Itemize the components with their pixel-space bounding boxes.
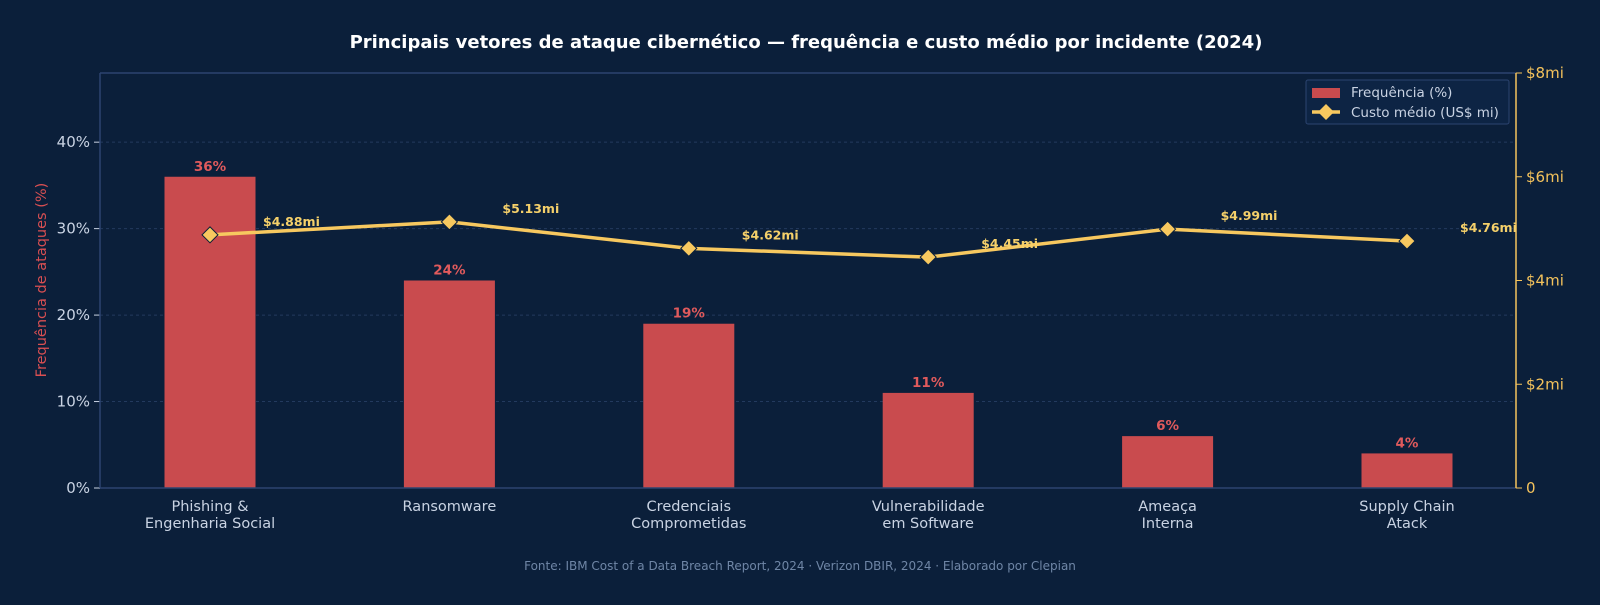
category-label-line: Supply Chain — [1359, 499, 1454, 515]
bar — [882, 392, 974, 488]
category-label-line: Atack — [1387, 516, 1428, 532]
y-tick-label: 40% — [57, 133, 90, 151]
cost-value-label: $5.13mi — [502, 201, 559, 216]
y2-tick-label: $8mi — [1526, 64, 1564, 82]
chart-title: Principais vetores de ataque cibernético… — [350, 32, 1263, 53]
y2-tick-label: $2mi — [1526, 375, 1564, 393]
category-label-line: em Software — [882, 516, 974, 532]
bar — [1361, 453, 1453, 488]
cost-value-label: $4.99mi — [1221, 208, 1278, 223]
category-label-line: Phishing & — [171, 499, 248, 515]
category-label-line: Engenharia Social — [145, 516, 275, 532]
y2-tick-label: $4mi — [1526, 272, 1564, 290]
axes — [94, 72, 1522, 489]
source-note: Fonte: IBM Cost of a Data Breach Report,… — [524, 559, 1076, 573]
y2-tick-label: 0 — [1526, 479, 1536, 497]
category-label-line: Ransomware — [403, 499, 497, 515]
tick-labels: 0% 10% 20% 30% 40% 0 $2mi $4mi $6mi $8mi — [57, 64, 1564, 497]
bar-value-label: 4% — [1396, 435, 1419, 451]
bar — [164, 176, 256, 488]
cost-value-label: $4.62mi — [742, 227, 799, 242]
category-label: Credenciais Comprometidas — [631, 499, 746, 532]
y-tick-label: 10% — [57, 393, 90, 411]
bar-value-label: 24% — [433, 263, 466, 279]
cost-value-label: $4.88mi — [263, 214, 320, 229]
category-label-line: Credenciais — [647, 499, 731, 515]
cost-value-label: $4.45mi — [981, 236, 1038, 251]
bar — [643, 323, 735, 488]
bar-value-label: 36% — [194, 159, 227, 175]
category-label-line: Vulnerabilidade — [872, 499, 985, 515]
bar-value-label: 11% — [912, 375, 945, 391]
bar — [1122, 436, 1214, 488]
y-tick-label: 20% — [57, 306, 90, 324]
cost-value-label: $4.76mi — [1460, 220, 1517, 235]
y-axis-label: Frequência de ataques (%) — [34, 183, 50, 378]
legend-label-bar: Frequência (%) — [1351, 85, 1452, 101]
legend-box — [1305, 79, 1510, 125]
category-label: Supply Chain Atack — [1359, 499, 1454, 532]
legend: Frequência (%) Custo médio (US$ mi) — [1305, 79, 1510, 125]
cost-marker — [1398, 232, 1416, 250]
bar-series — [164, 176, 1453, 488]
cost-marker — [680, 239, 698, 258]
bar-value-label: 6% — [1156, 418, 1179, 434]
y-tick-label: 30% — [57, 220, 90, 238]
data-labels: 36% 24% 19% 11% 6% 4% $4.88mi $5.13mi $4.62mi $4.… — [194, 159, 1517, 452]
category-label-line: Comprometidas — [631, 516, 746, 532]
cost-line — [209, 220, 1408, 259]
category-label: Vulnerabilidade em Software — [872, 499, 985, 532]
category-label-line: Ameaça — [1138, 499, 1197, 515]
category-label: Ameaça Interna — [1138, 499, 1197, 532]
y-tick-label: 0% — [66, 479, 90, 497]
cost-marker — [919, 248, 937, 266]
y2-tick-label: $6mi — [1526, 168, 1564, 186]
legend-swatch-marker — [1318, 104, 1334, 120]
line-series — [201, 213, 1416, 266]
category-labels: Phishing & Engenharia Social Ransomware Cre… — [145, 499, 1455, 532]
bar — [403, 280, 495, 488]
cost-marker — [440, 213, 459, 231]
category-label: Phishing & Engenharia Social — [145, 499, 275, 532]
legend-label-line: Custo médio (US$ mi) — [1351, 105, 1499, 121]
legend-swatch-bar — [1312, 88, 1340, 98]
bar-value-label: 19% — [673, 306, 706, 322]
cost-marker — [1158, 220, 1177, 238]
category-label-line: Interna — [1142, 516, 1194, 532]
cost-marker — [201, 226, 219, 244]
category-label: Ransomware — [403, 499, 497, 515]
